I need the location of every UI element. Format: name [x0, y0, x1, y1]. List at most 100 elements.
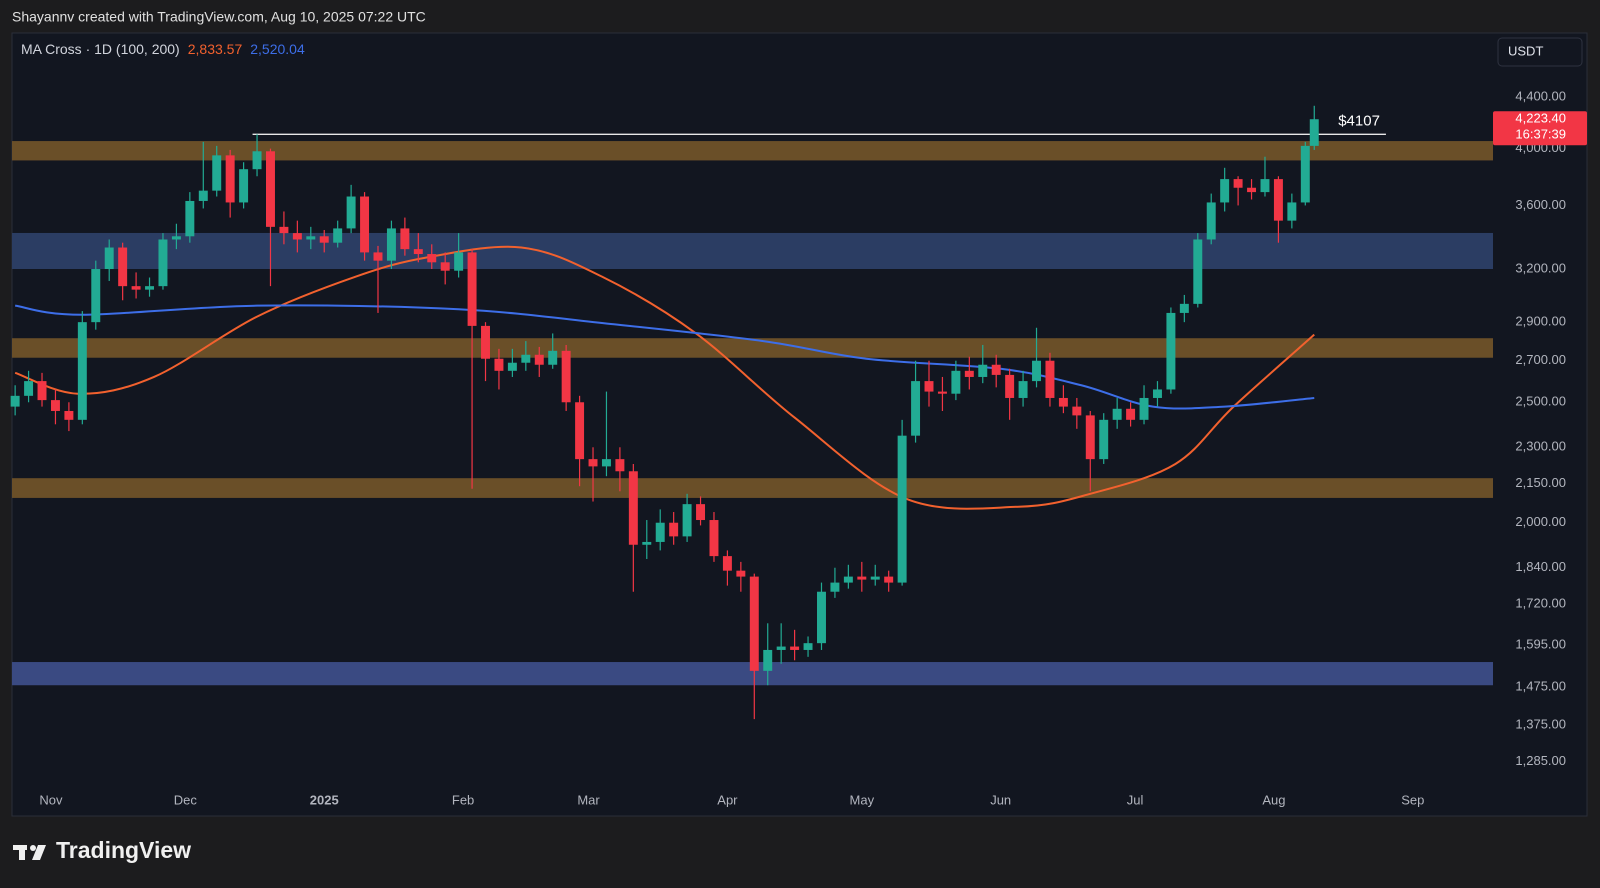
candle-body — [1193, 239, 1203, 304]
currency-label[interactable]: USDT — [1508, 43, 1543, 58]
candle-body — [937, 391, 947, 394]
candle-body — [776, 646, 786, 650]
zone — [12, 232, 1493, 270]
candle-body — [884, 576, 894, 583]
x-tick-label: Sep — [1401, 792, 1424, 807]
x-tick-label: Nov — [39, 792, 63, 807]
candle-body — [158, 239, 168, 287]
y-tick-label: 1,720.00 — [1515, 596, 1566, 611]
ma-line — [14, 304, 1315, 410]
candle-body — [507, 362, 517, 371]
candle-body — [561, 350, 571, 403]
candle-body — [911, 381, 921, 436]
y-tick-label: 2,150.00 — [1515, 475, 1566, 490]
candle-body — [481, 325, 490, 359]
x-tick-label: Apr — [717, 792, 738, 807]
candle-body — [897, 435, 907, 583]
x-tick-label: Aug — [1262, 792, 1285, 807]
candle-body — [709, 520, 719, 557]
candle-body — [346, 196, 356, 229]
candle-body — [575, 402, 585, 460]
y-tick-label: 1,375.00 — [1515, 716, 1566, 731]
candle-body — [615, 459, 625, 472]
candle-body — [1287, 202, 1297, 221]
logo — [13, 845, 46, 860]
price-label: 4,223.40 — [1515, 111, 1566, 126]
candle-body — [830, 582, 840, 592]
y-tick-label: 1,475.00 — [1515, 679, 1566, 694]
plot: 4,400.004,000.003,600.003,200.002,900.00… — [10, 89, 1587, 807]
candle-body — [1099, 419, 1109, 460]
candle-body — [279, 226, 289, 234]
candle-body — [494, 358, 504, 371]
legend-value: 2,833.57 — [188, 41, 243, 57]
candle-body — [373, 252, 383, 261]
candle-body — [413, 249, 423, 255]
candle-body — [1139, 397, 1149, 420]
candle-body — [252, 151, 262, 170]
candle-body — [360, 196, 370, 253]
candle-body — [386, 228, 396, 261]
countdown: 16:37:39 — [1515, 127, 1566, 142]
y-tick-label: 3,600.00 — [1515, 197, 1566, 212]
candle-body — [1166, 312, 1176, 390]
candle-body — [440, 262, 450, 271]
candle-body — [454, 252, 464, 271]
candle-body — [77, 322, 87, 420]
candle-body — [1032, 360, 1041, 382]
candle-body — [185, 200, 195, 237]
y-tick-label: 2,000.00 — [1515, 514, 1566, 529]
candle-body — [870, 576, 880, 580]
zone — [12, 478, 1493, 498]
legend: MA Cross · 1D (100, 200) 2,833.57 2,520.04 — [21, 41, 305, 57]
candle-body — [628, 471, 638, 545]
candle-body — [1273, 179, 1283, 221]
candle-body — [696, 504, 706, 521]
candle-body — [37, 381, 47, 401]
candle-body — [534, 354, 544, 365]
candle-body — [1309, 119, 1319, 146]
level-label: $4107 — [1338, 112, 1380, 129]
candle-body — [1112, 408, 1122, 420]
candle-body — [790, 646, 800, 650]
candle-body — [803, 643, 813, 650]
candle-body — [978, 364, 988, 377]
candle-body — [319, 236, 329, 243]
candle-body — [642, 541, 652, 545]
candle-body — [951, 370, 961, 394]
y-tick-label: 2,700.00 — [1515, 352, 1566, 367]
logo-part — [19, 845, 25, 860]
y-tick-label: 1,595.00 — [1515, 636, 1566, 651]
y-tick-label: 3,200.00 — [1515, 260, 1566, 275]
candle-body — [1233, 179, 1243, 188]
candle-body — [1018, 381, 1028, 398]
candle-body — [118, 247, 128, 287]
legend-title: MA Cross · 1D (100, 200) — [21, 41, 180, 57]
x-tick-label: Dec — [174, 792, 198, 807]
candle-body — [857, 576, 867, 580]
candle-body — [1206, 202, 1216, 240]
candle-body — [991, 364, 1001, 375]
candle-body — [817, 591, 826, 644]
candle-body — [601, 459, 611, 467]
x-tick-label: Mar — [577, 792, 600, 807]
candle-body — [1260, 179, 1270, 193]
candle-body — [1085, 415, 1095, 460]
candle-body — [171, 236, 181, 240]
candle-body — [131, 286, 141, 290]
x-tick-label: Jun — [990, 792, 1011, 807]
y-tick-label: 1,840.00 — [1515, 559, 1566, 574]
candle-body — [548, 350, 558, 365]
candle-body — [964, 370, 974, 377]
candle-body — [1179, 303, 1189, 313]
candle-body — [239, 169, 249, 203]
candle-body — [400, 228, 410, 250]
y-tick-label: 2,900.00 — [1515, 314, 1566, 329]
candle-body — [1300, 145, 1310, 203]
candle-body — [91, 269, 101, 323]
y-tick-label: 1,285.00 — [1515, 753, 1566, 768]
currency-button[interactable] — [1497, 37, 1583, 67]
zone — [12, 662, 1493, 686]
candle-body — [736, 570, 746, 577]
x-tick-label: Jul — [1127, 792, 1144, 807]
